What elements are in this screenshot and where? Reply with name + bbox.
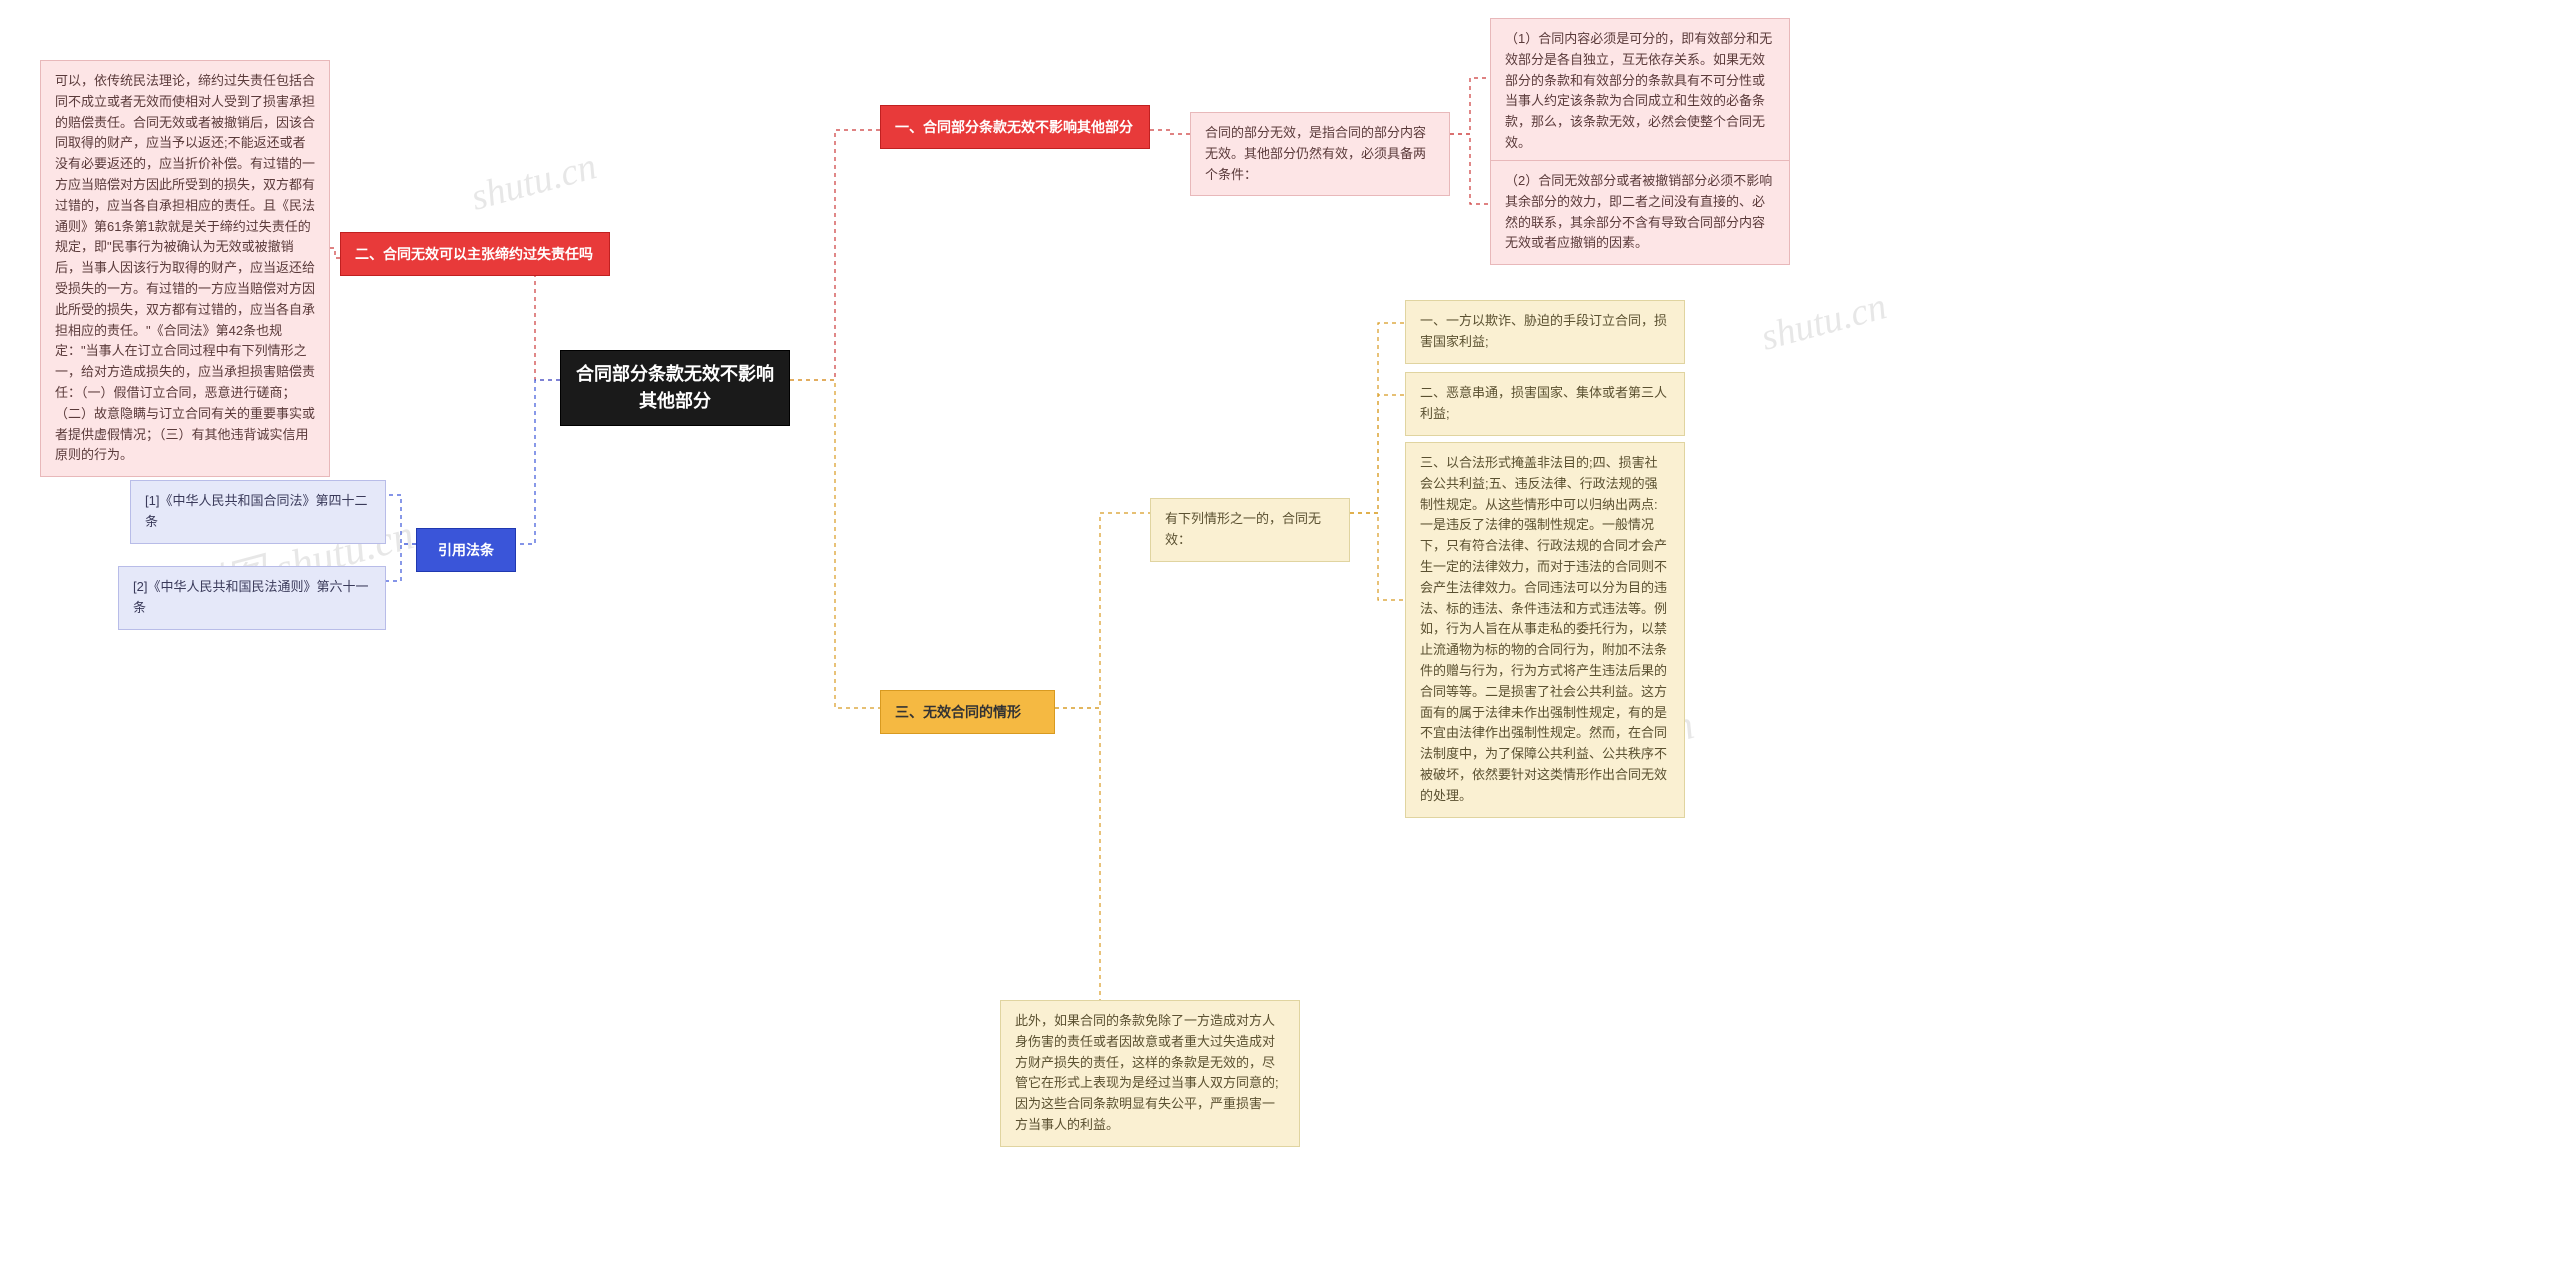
branch-3: 三、无效合同的情形 [880,690,1055,734]
branch-3-child-1b: 二、恶意串通，损害国家、集体或者第三人利益; [1405,372,1685,436]
branch-4-child-2: [2]《中华人民共和国民法通则》第六十一条 [118,566,386,630]
watermark: shutu.cn [1756,284,1891,360]
branch-1-child-1a: （1）合同内容必须是可分的，即有效部分和无效部分是各自独立，互无依存关系。如果无… [1490,18,1790,165]
root-node: 合同部分条款无效不影响其他部分 [560,350,790,426]
branch-4: 引用法条 [416,528,516,572]
branch-2: 二、合同无效可以主张缔约过失责任吗 [340,232,610,276]
branch-1-child-1b: （2）合同无效部分或者被撤销部分必须不影响其余部分的效力，即二者之间没有直接的、… [1490,160,1790,265]
watermark: shutu.cn [466,144,601,220]
branch-3-child-1a: 一、一方以欺诈、胁迫的手段订立合同，损害国家利益; [1405,300,1685,364]
branch-1: 一、合同部分条款无效不影响其他部分 [880,105,1150,149]
branch-3-child-1: 有下列情形之一的，合同无效： [1150,498,1350,562]
branch-3-child-1c: 三、以合法形式掩盖非法目的;四、损害社会公共利益;五、违反法律、行政法规的强制性… [1405,442,1685,818]
branch-4-child-1: [1]《中华人民共和国合同法》第四十二条 [130,480,386,544]
branch-2-child-1: 可以，依传统民法理论，缔约过失责任包括合同不成立或者无效而使相对人受到了损害承担… [40,60,330,477]
branch-1-child-1: 合同的部分无效，是指合同的部分内容无效。其他部分仍然有效，必须具备两个条件： [1190,112,1450,196]
branch-3-child-2: 此外，如果合同的条款免除了一方造成对方人身伤害的责任或者因故意或者重大过失造成对… [1000,1000,1300,1147]
